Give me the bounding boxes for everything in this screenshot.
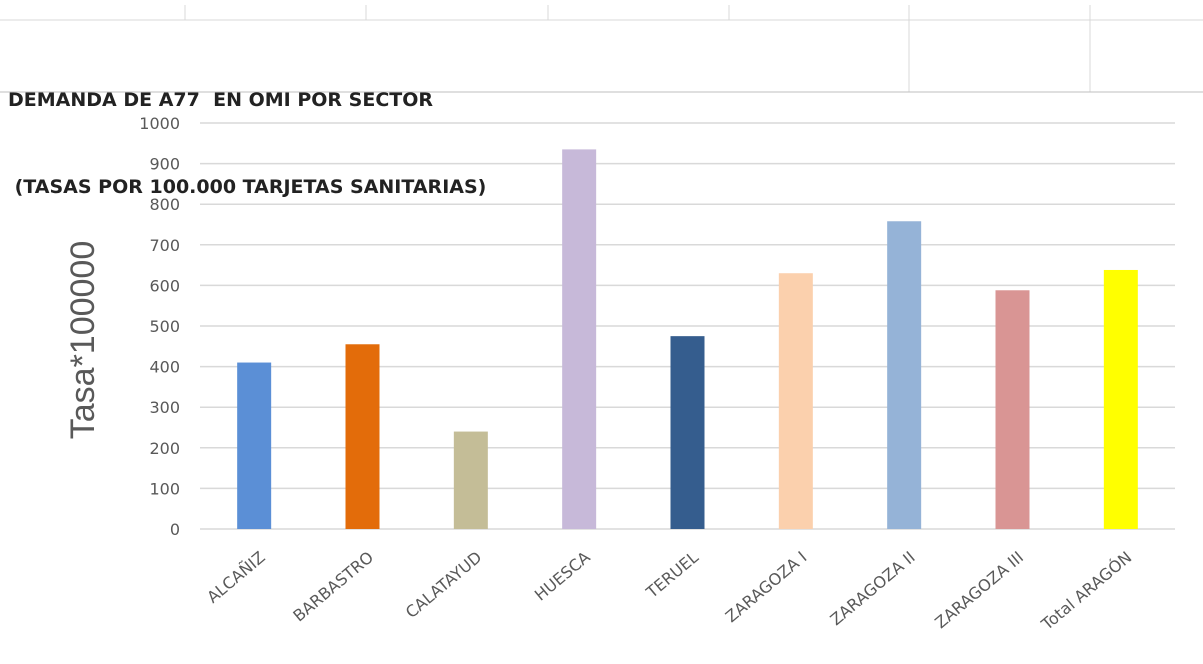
x-category-label: BARBASTRO: [289, 548, 377, 626]
y-tick-label: 300: [149, 398, 180, 417]
bar: [670, 336, 705, 529]
x-category-label: ZARAGOZA I: [722, 548, 811, 627]
x-category-label: CALATAYUD: [402, 548, 486, 622]
y-tick-label: 200: [149, 439, 180, 458]
y-tick-label: 500: [149, 317, 180, 336]
y-axis-ticks: 0 100 200 300 400 500 600 700 800 900 1000: [139, 114, 180, 539]
y-tick-label: 100: [149, 479, 180, 498]
bar: [562, 149, 597, 529]
bar: [778, 273, 813, 529]
chart-title-block: DEMANDA DE A77 EN OMI POR SECTOR (TASAS …: [8, 28, 486, 231]
x-category-label: Total ARAGÓN: [1037, 548, 1135, 635]
y-tick-label: 1000: [139, 114, 180, 133]
chart-title: DEMANDA DE A77 EN OMI POR SECTOR: [8, 89, 434, 111]
y-axis-title: Tasa*100000: [64, 241, 102, 440]
x-category-label: ZARAGOZA II: [826, 548, 918, 630]
x-category-label: TERUEL: [642, 547, 702, 602]
y-tick-label: 800: [149, 195, 180, 214]
x-category-label: ZARAGOZA III: [931, 548, 1027, 633]
y-tick-label: 400: [149, 358, 180, 377]
y-tick-label: 700: [149, 236, 180, 255]
bar: [887, 221, 922, 529]
x-category-label: HUESCA: [531, 547, 594, 604]
bar: [1103, 269, 1138, 529]
bar: [995, 290, 1030, 529]
y-tick-label: 0: [170, 520, 180, 539]
bar: [345, 344, 380, 529]
bar: [237, 362, 272, 529]
chart-subtitle: (TASAS POR 100.000 TARJETAS SANITARIAS): [8, 176, 487, 198]
spreadsheet-gridlines: [0, 5, 1203, 93]
bar: [453, 431, 488, 529]
y-tick-label: 900: [149, 155, 180, 174]
x-category-label: ALCAÑIZ: [203, 547, 269, 606]
x-axis-labels: ALCAÑIZ BARBASTRO CALATAYUD HUESCA TERUEL ZAR…: [203, 547, 1135, 634]
y-tick-label: 600: [149, 276, 180, 295]
bars: [237, 149, 1138, 529]
